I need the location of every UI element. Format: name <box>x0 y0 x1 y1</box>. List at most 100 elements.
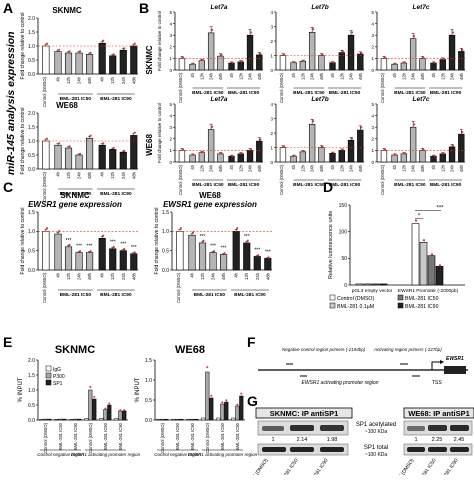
b-sknmc-let7a-x-tick-label: 48h <box>218 72 223 80</box>
c-we68-data-point <box>223 252 226 255</box>
a-sknmc-ic50-label: BML-281 IC50 <box>60 96 92 102</box>
panel-c-we68-title: WE68 <box>199 191 221 200</box>
b-sknmc-let7c-y-tick-label: 4 <box>371 21 374 26</box>
e-we68-data-point <box>210 394 213 397</box>
b-we68-let7c-data-point <box>442 152 445 155</box>
panel-g-we68-title: WE68: IP antiSP1 <box>408 409 470 418</box>
d-data-point <box>414 219 418 222</box>
c-sknmc-x-tick-label: 12h <box>66 272 71 280</box>
b-we68-let7a-y-tick-label: 0 <box>169 160 172 165</box>
panel-g-we68-acetyl-band-3 <box>450 425 469 431</box>
b-sknmc-let7a-data-point <box>240 60 243 63</box>
b-sknmc-let7a-y-label: Fold change relative to control <box>157 11 162 71</box>
b-sknmc-let7c-x-tick-label: 4h <box>392 72 397 77</box>
b-sknmc-let7a-control-label: Control (DMSO) <box>178 72 183 103</box>
b-we68-let7b-y-tick-label: 0 <box>270 160 273 165</box>
a-sknmc-x-tick-label: 48h <box>87 76 92 84</box>
b-we68-let7b-data-point <box>293 154 296 157</box>
mir-145-label: miR-145 analysis expression <box>5 31 17 175</box>
b-sknmc-let7a-data-point <box>259 52 262 55</box>
b-we68-let7a-data-point <box>259 138 262 141</box>
b-sknmc-let7b-bar <box>279 55 287 71</box>
e-we68-bar <box>231 417 236 421</box>
b-sknmc-let7c-bar <box>439 59 446 71</box>
e-we68-bar <box>156 418 161 421</box>
a-sknmc-data-point <box>123 47 126 50</box>
b-sknmc-let7a-data-point <box>201 58 204 62</box>
b-we68-let7c-ic90-label: BML-281 IC90 <box>430 182 462 188</box>
c-sknmc-x-tick-label: 24h <box>121 272 126 280</box>
panel-g-band2-label: SP1 total <box>364 445 388 451</box>
c-sknmc-bar <box>42 231 50 271</box>
b-we68-let7b-bar <box>347 139 355 163</box>
e-sknmc-bar <box>88 389 93 421</box>
b-we68-let7c-bar <box>448 146 456 163</box>
b-we68-let7c-x-tick-label: 48h <box>420 164 425 172</box>
panel-f-promoter-label: EWSR1 activating promoter region <box>302 380 379 386</box>
c-sknmc-data-point <box>133 251 136 254</box>
a-sknmc-data-point <box>45 42 48 45</box>
a-we68-x-tick-label: 12h <box>110 171 115 179</box>
b-we68-let7c-bar <box>391 154 398 163</box>
b-we68-let7c-y-tick-label: 2 <box>371 137 374 142</box>
a-sknmc-bar <box>86 54 94 75</box>
a-we68-bar <box>54 144 62 170</box>
panel-f-tss-label: TSS <box>432 380 442 386</box>
panel-g-we68-total-band-3 <box>450 447 469 452</box>
b-sknmc-let7c-x-tick-label: 48h <box>459 72 464 80</box>
c-we68-x-tick-label: 48h <box>221 272 226 280</box>
e-sknmc-bar <box>62 418 67 421</box>
b-we68-let7c-x-tick-label: 24h <box>450 164 455 172</box>
a-we68-ic90-label: BML-281 IC90 <box>100 191 132 197</box>
b-sknmc-let7a-bar <box>237 61 244 71</box>
c-we68-bar <box>264 258 272 271</box>
b-sknmc-let7c-x-tick-label: 24h <box>411 72 416 80</box>
a-sknmc-data-point <box>89 51 92 54</box>
a-sknmc-bar <box>75 52 83 75</box>
e-sknmc-data-point <box>123 409 126 412</box>
a-we68-x-tick-label: 48h <box>87 171 92 179</box>
a-we68-bar <box>109 149 117 170</box>
d-y-tick-label: 0 <box>344 283 347 289</box>
panel-g-sknmc-quant-2: 2.14 <box>297 437 308 443</box>
e-we68-data-point <box>206 366 209 369</box>
b-sknmc-let7c-bar <box>409 38 417 71</box>
d-bar <box>419 242 428 286</box>
panel-g-we68-total-band-2 <box>428 447 447 452</box>
b-sknmc-let7a-ic90-label: BML-281 IC90 <box>228 90 260 96</box>
b-sknmc-let7a-bar <box>198 60 206 71</box>
d-legend-swatch <box>397 302 404 309</box>
d-bar <box>371 283 380 286</box>
c-we68-data-point <box>257 254 260 257</box>
a-we68-data-point <box>78 152 82 155</box>
a-we68-data-point <box>68 145 71 148</box>
a-we68-bar <box>119 151 127 170</box>
a-we68-y-tick-label: 0.0 <box>28 167 35 173</box>
e-we68-x-tick-label: Control (DMSO) <box>160 422 165 453</box>
a-we68-x-tick-label: 48h <box>131 171 136 179</box>
e-we68-bar <box>171 418 176 421</box>
c-we68-y-tick-label: 0.5 <box>162 248 169 254</box>
d-data-point <box>438 264 442 267</box>
panel-g-sknmc-acetyl-band-2 <box>290 425 314 431</box>
b-sknmc-let7b-y-tick-label: 4 <box>270 10 273 15</box>
panel-a-we68-title: WE68 <box>56 101 78 110</box>
b-we68-let7c-y-tick-label: 4 <box>371 113 374 118</box>
b-we68-let7b-x-tick-label: 24h <box>349 164 354 172</box>
b-sknmc-let7b-data-point <box>321 53 324 56</box>
e-we68-y-tick-label: 0.5 <box>145 398 152 404</box>
e-we68-x-tick-label: BML-281 IC50 <box>220 422 225 450</box>
panel-g-sknmc-lane-3: BML-281 IC90 <box>306 458 330 475</box>
e-sknmc-bar <box>58 418 63 421</box>
e-sknmc-region-label-1: Control negative region <box>37 452 84 457</box>
d-y-tick-label: 150 <box>339 203 348 209</box>
b-we68-let7c-bar <box>380 150 388 163</box>
b-we68-let7c-x-tick-label: 4h <box>392 164 397 169</box>
a-we68-ic50-label: BML-281 IC50 <box>60 191 92 197</box>
d-bar <box>411 223 420 286</box>
b-sknmc-let7b-ic90-label: BML-281 IC90 <box>329 90 361 96</box>
b-sknmc-let7c-data-point <box>451 31 455 34</box>
e-sknmc-x-tick-label: Control (DMSO) <box>43 422 48 453</box>
d-legend-swatch <box>329 294 336 301</box>
e-we68-bar <box>201 417 206 421</box>
